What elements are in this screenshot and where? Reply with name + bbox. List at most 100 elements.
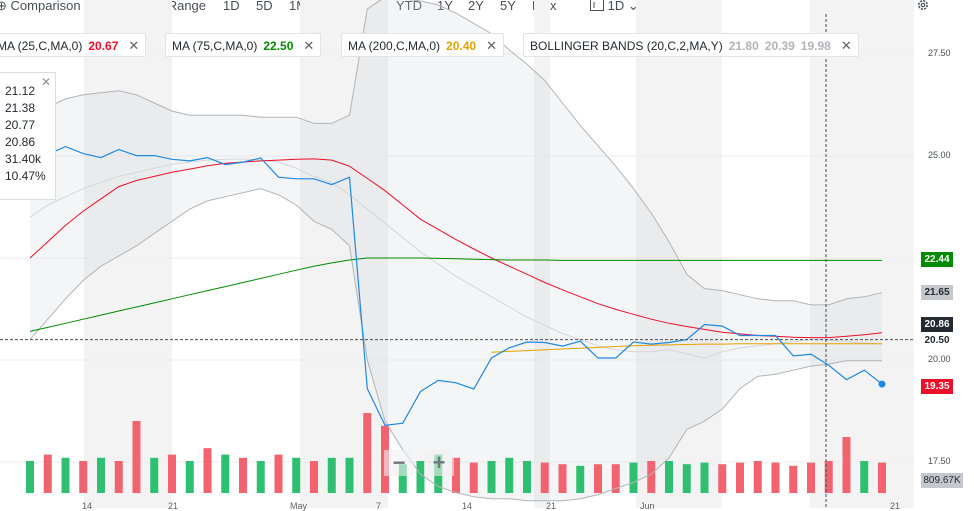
range-5d[interactable]: 5D [256,0,273,13]
ma25-legend[interactable]: MA (25,C,MA,0) 20.67 ✕ [0,33,147,57]
volume-bar-44 [807,462,815,493]
volume-bar-5 [114,461,123,493]
volume-bar-35 [647,461,656,493]
x-tick-label: 14 [462,501,473,511]
price-badge: 22.44 [921,252,953,268]
volume-bar-3 [79,461,88,493]
price-line [29,145,883,426]
volume-bar-1 [43,454,52,493]
volume-bar-6 [132,421,141,493]
volume-bar-19 [363,413,372,493]
bollinger-middle-line [29,158,883,359]
ma75-legend[interactable]: MA (75,C,MA,0) 22.50 ✕ [165,33,322,57]
x-tick-label: 21 [168,501,179,511]
settings-button[interactable] [916,0,930,14]
candles-icon [590,0,604,11]
volume-bar-42 [771,462,780,493]
bollinger-label: BOLLINGER BANDS (20,C,2,MA,Y) [530,39,723,53]
volume-bar-12 [239,457,247,493]
x-tick-label: Jun [640,501,655,511]
price-badge: 19.35 [921,378,953,394]
week-band-2 [534,0,550,508]
volume-bar-32 [594,464,602,493]
volume-bar-30 [558,464,567,493]
close-icon[interactable]: ✕ [486,38,497,53]
volume-bar-15 [292,457,301,493]
close-icon[interactable]: ✕ [128,38,140,53]
interval-label: 1D [607,0,625,13]
volume-bar-0 [26,461,34,493]
week-band-1 [300,0,388,508]
volume-bar-11 [221,454,230,493]
tooltip-low: 20.77 [5,118,36,132]
interval-button[interactable]: 1D ⌄ [590,0,639,14]
close-icon[interactable]: ✕ [303,38,315,53]
comparison-button[interactable]: ⊕ Comparison [0,0,81,14]
volume-bars [26,413,886,493]
x-tick-label: May [290,501,308,511]
tooltip-high: 21.38 [5,101,36,115]
last-price-dot [878,380,886,388]
tooltip-volume: 31.40k [5,152,42,166]
range-5y[interactable]: 5Y [500,0,516,13]
zoom-in-button[interactable]: + [424,450,454,476]
volume-bar-21 [398,464,407,493]
bollinger-legend[interactable]: BOLLINGER BANDS (20,C,2,MA,Y) 21.80 20.39 1… [523,33,859,57]
gear-icon [918,0,928,10]
chevron-down-icon: ⌄ [627,0,639,13]
x-tick-label: 21 [890,501,901,511]
volume-bar-47 [860,461,869,493]
volume-bar-43 [789,465,798,493]
ma200-line [491,343,882,353]
volume-bar-22 [416,461,425,493]
volume-bar-8 [168,454,176,493]
volume-bar-34 [629,462,638,493]
ma25-label: MA (25,C,MA,0) [0,39,83,53]
volume-bar-25 [469,462,478,493]
range-2y[interactable]: 2Y [468,0,484,13]
y-tick-label: 25.00 [928,150,951,160]
volume-bar-45 [824,461,833,493]
volume-bar-27 [505,457,514,493]
tooltip-change: 10.47% [5,169,46,183]
bollinger-upper-line [29,0,883,306]
bollinger-lower-line [29,188,882,502]
close-icon[interactable]: ✕ [40,75,51,89]
volume-bar-2 [61,457,70,493]
volume-bar-7 [150,457,159,493]
volume-bar-33 [611,464,620,493]
ma75-value: 22.50 [263,39,294,53]
y-tick-label: 20.00 [928,354,951,364]
week-band-4 [810,0,914,508]
price-badge: 20.86 [921,316,953,332]
ma25-line [29,158,883,339]
background-bands [84,0,914,508]
volume-bar-39 [718,464,727,493]
ma200-value: 20.40 [446,39,477,53]
crosshair [0,14,914,508]
volume-bar-28 [523,461,531,493]
week-band-3 [636,0,722,508]
volume-bar-29 [540,462,549,493]
ma75-line [29,257,882,332]
ma25-value: 20.67 [88,39,119,53]
volume-bar-37 [682,464,691,493]
volume-bar-17 [327,457,336,493]
y-tick-label: 27.50 [928,48,951,58]
zoom-out-button[interactable]: − [384,450,414,476]
volume-bar-4 [97,457,105,493]
ma75-label: MA (75,C,MA,0) [172,39,258,53]
tooltip-close: 20.86 [5,135,36,149]
range-ytd[interactable]: YTD [396,0,422,14]
close-icon[interactable]: ✕ [840,38,852,53]
volume-bar-41 [753,461,762,493]
volume-bar-48 [878,462,886,493]
volume-bar-13 [256,461,265,493]
range-1d[interactable]: 1D [223,0,240,13]
price-badge: 809.67K [921,473,963,488]
volume-bar-18 [345,457,354,493]
ma200-legend[interactable]: MA (200,C,MA,0) 20.40 ✕ [341,33,504,57]
tooltip-open: 21.12 [5,84,36,98]
volume-bar-36 [665,461,673,493]
